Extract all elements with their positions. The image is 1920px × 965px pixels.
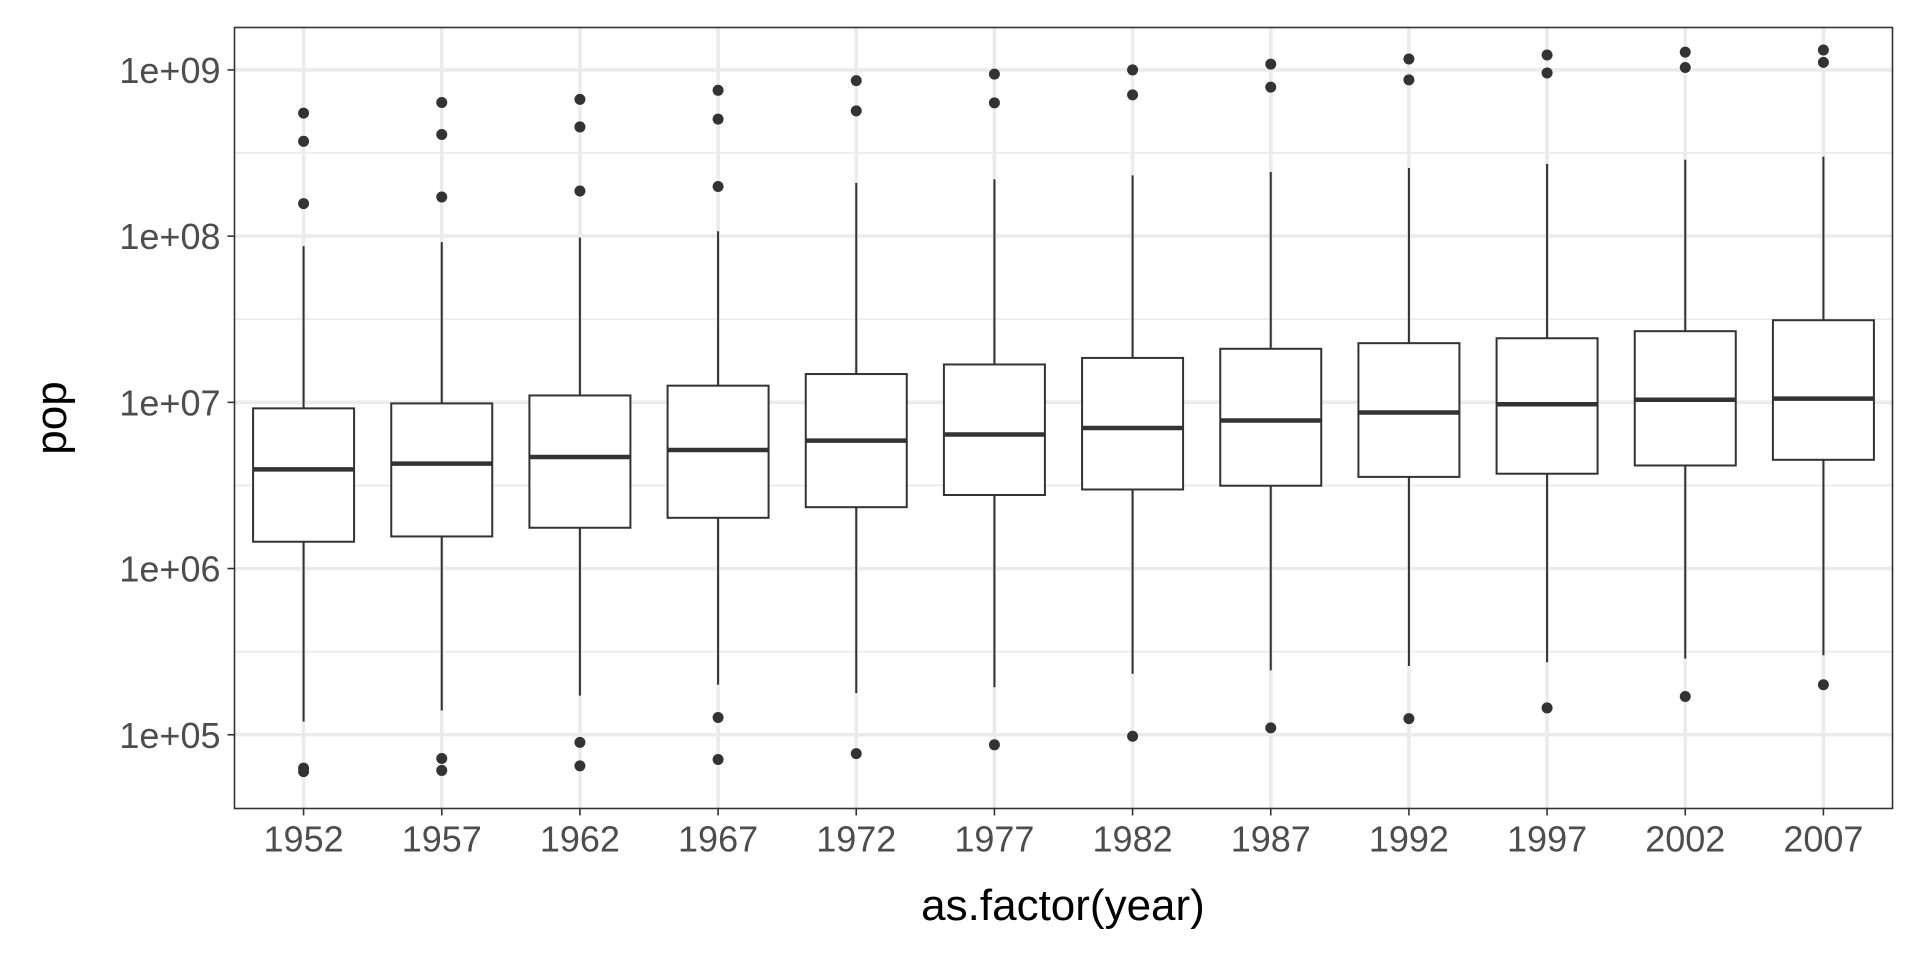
box-group-1987 <box>1219 58 1323 734</box>
x-tick-label: 1992 <box>1369 819 1449 860</box>
outlier-point <box>1541 67 1553 79</box>
outlier-point <box>574 760 586 772</box>
x-tick-label: 1957 <box>402 819 482 860</box>
outlier-point <box>1679 62 1691 74</box>
box-group-2002 <box>1633 46 1737 702</box>
outlier-point <box>1403 713 1415 725</box>
outlier-point <box>712 84 724 96</box>
iqr-box <box>390 402 494 538</box>
outlier-point <box>298 198 310 210</box>
outlier-point <box>988 68 1000 80</box>
outlier-point <box>298 107 310 119</box>
box-group-1972 <box>804 75 908 760</box>
iqr-box <box>528 394 632 529</box>
outlier-point <box>1679 690 1691 702</box>
y-tick-label: 1e+09 <box>119 50 220 91</box>
x-tick-label: 2002 <box>1645 819 1725 860</box>
iqr-box <box>252 407 356 543</box>
outlier-point <box>712 180 724 192</box>
outlier-point <box>436 128 448 140</box>
y-axis-title: pop <box>27 381 76 454</box>
outlier-point <box>1127 89 1139 101</box>
y-tick-label: 1e+07 <box>119 382 220 423</box>
box-group-1967 <box>666 84 770 765</box>
box-group-1977 <box>942 68 1046 751</box>
outlier-point <box>1679 46 1691 58</box>
outlier-point <box>1265 722 1277 734</box>
box-group-1962 <box>528 93 632 772</box>
box-group-2007 <box>1771 44 1875 691</box>
outlier-point <box>1541 49 1553 61</box>
box-group-1997 <box>1495 49 1599 714</box>
outlier-point <box>1403 74 1415 86</box>
x-tick-label: 1982 <box>1093 819 1173 860</box>
iqr-box <box>1081 356 1185 491</box>
outlier-point <box>1403 53 1415 65</box>
outlier-point <box>1817 44 1829 56</box>
y-tick-label: 1e+05 <box>119 715 220 756</box>
axis-layer: 1e+05 1e+06 1e+07 1e+08 1e+09 1952 1957 1962 196… <box>119 50 1863 860</box>
box-group-1992 <box>1357 53 1461 725</box>
x-axis-title: as.factor(year) <box>921 881 1205 930</box>
iqr-box <box>942 363 1046 497</box>
box-group-1957 <box>390 96 494 776</box>
outlier-point <box>298 766 310 778</box>
outlier-point <box>574 736 586 748</box>
y-tick-label: 1e+06 <box>119 549 220 590</box>
outlier-point <box>574 185 586 197</box>
outlier-point <box>298 135 310 147</box>
outlier-point <box>1817 679 1829 691</box>
y-tick-label: 1e+08 <box>119 216 220 257</box>
outlier-point <box>988 97 1000 109</box>
outlier-point <box>1817 56 1829 68</box>
panel-border <box>233 26 1894 810</box>
outlier-point <box>712 113 724 125</box>
x-tick-label: 1952 <box>264 819 344 860</box>
outlier-point <box>1265 58 1277 70</box>
x-tick-label: 1987 <box>1231 819 1311 860</box>
outlier-point <box>850 105 862 117</box>
outlier-point <box>850 748 862 760</box>
outlier-point <box>1127 64 1139 76</box>
iqr-box <box>1771 319 1875 461</box>
outlier-point <box>988 739 1000 751</box>
x-tick-label: 1972 <box>816 819 896 860</box>
iqr-box <box>1219 347 1323 487</box>
x-tick-label: 1997 <box>1507 819 1587 860</box>
outlier-point <box>1541 702 1553 714</box>
outlier-point <box>1127 730 1139 742</box>
outlier-point <box>1265 81 1277 93</box>
iqr-box <box>1357 342 1461 478</box>
outlier-point <box>712 712 724 724</box>
x-tick-label: 1962 <box>540 819 620 860</box>
outlier-point <box>574 121 586 133</box>
box-group-1952 <box>252 107 356 778</box>
box-layer <box>252 44 1875 778</box>
outlier-point <box>436 191 448 203</box>
outlier-point <box>436 752 448 764</box>
panel-layer <box>233 26 1894 810</box>
x-tick-label: 1967 <box>678 819 758 860</box>
outlier-point <box>436 96 448 108</box>
outlier-point <box>436 764 448 776</box>
outlier-point <box>574 93 586 105</box>
x-tick-label: 1977 <box>954 819 1034 860</box>
outlier-point <box>712 753 724 765</box>
x-tick-label: 2007 <box>1783 819 1863 860</box>
box-group-1982 <box>1081 64 1185 742</box>
outlier-point <box>850 75 862 87</box>
